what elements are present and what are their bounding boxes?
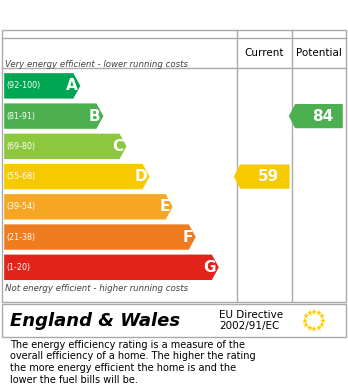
Text: 59: 59: [258, 169, 279, 184]
Text: B: B: [89, 109, 101, 124]
Text: (81-91): (81-91): [6, 111, 35, 120]
Text: G: G: [204, 260, 216, 275]
Text: D: D: [134, 169, 147, 184]
Text: EU Directive
2002/91/EC: EU Directive 2002/91/EC: [219, 310, 283, 332]
Text: 84: 84: [312, 109, 333, 124]
Text: C: C: [113, 139, 124, 154]
Text: F: F: [183, 230, 193, 244]
Text: (69-80): (69-80): [6, 142, 35, 151]
Polygon shape: [4, 103, 103, 129]
Text: A: A: [66, 78, 78, 93]
Polygon shape: [4, 134, 127, 159]
Text: (92-100): (92-100): [6, 81, 40, 90]
Text: Not energy efficient - higher running costs: Not energy efficient - higher running co…: [5, 284, 188, 293]
Polygon shape: [289, 104, 343, 128]
Text: E: E: [159, 199, 170, 214]
Text: (1-20): (1-20): [6, 263, 30, 272]
Polygon shape: [4, 194, 173, 219]
Text: (21-38): (21-38): [6, 233, 35, 242]
Polygon shape: [234, 165, 290, 189]
Polygon shape: [4, 164, 150, 189]
Polygon shape: [4, 255, 219, 280]
Polygon shape: [4, 73, 80, 99]
Text: (55-68): (55-68): [6, 172, 35, 181]
Text: Energy Efficiency Rating: Energy Efficiency Rating: [10, 5, 239, 23]
Text: Very energy efficient - lower running costs: Very energy efficient - lower running co…: [5, 60, 188, 69]
Polygon shape: [4, 224, 196, 250]
Text: Current: Current: [245, 48, 284, 58]
Text: The energy efficiency rating is a measure of the
overall efficiency of a home. T: The energy efficiency rating is a measur…: [10, 340, 256, 385]
Text: (39-54): (39-54): [6, 202, 35, 211]
Text: England & Wales: England & Wales: [10, 312, 181, 330]
Text: Potential: Potential: [296, 48, 342, 58]
